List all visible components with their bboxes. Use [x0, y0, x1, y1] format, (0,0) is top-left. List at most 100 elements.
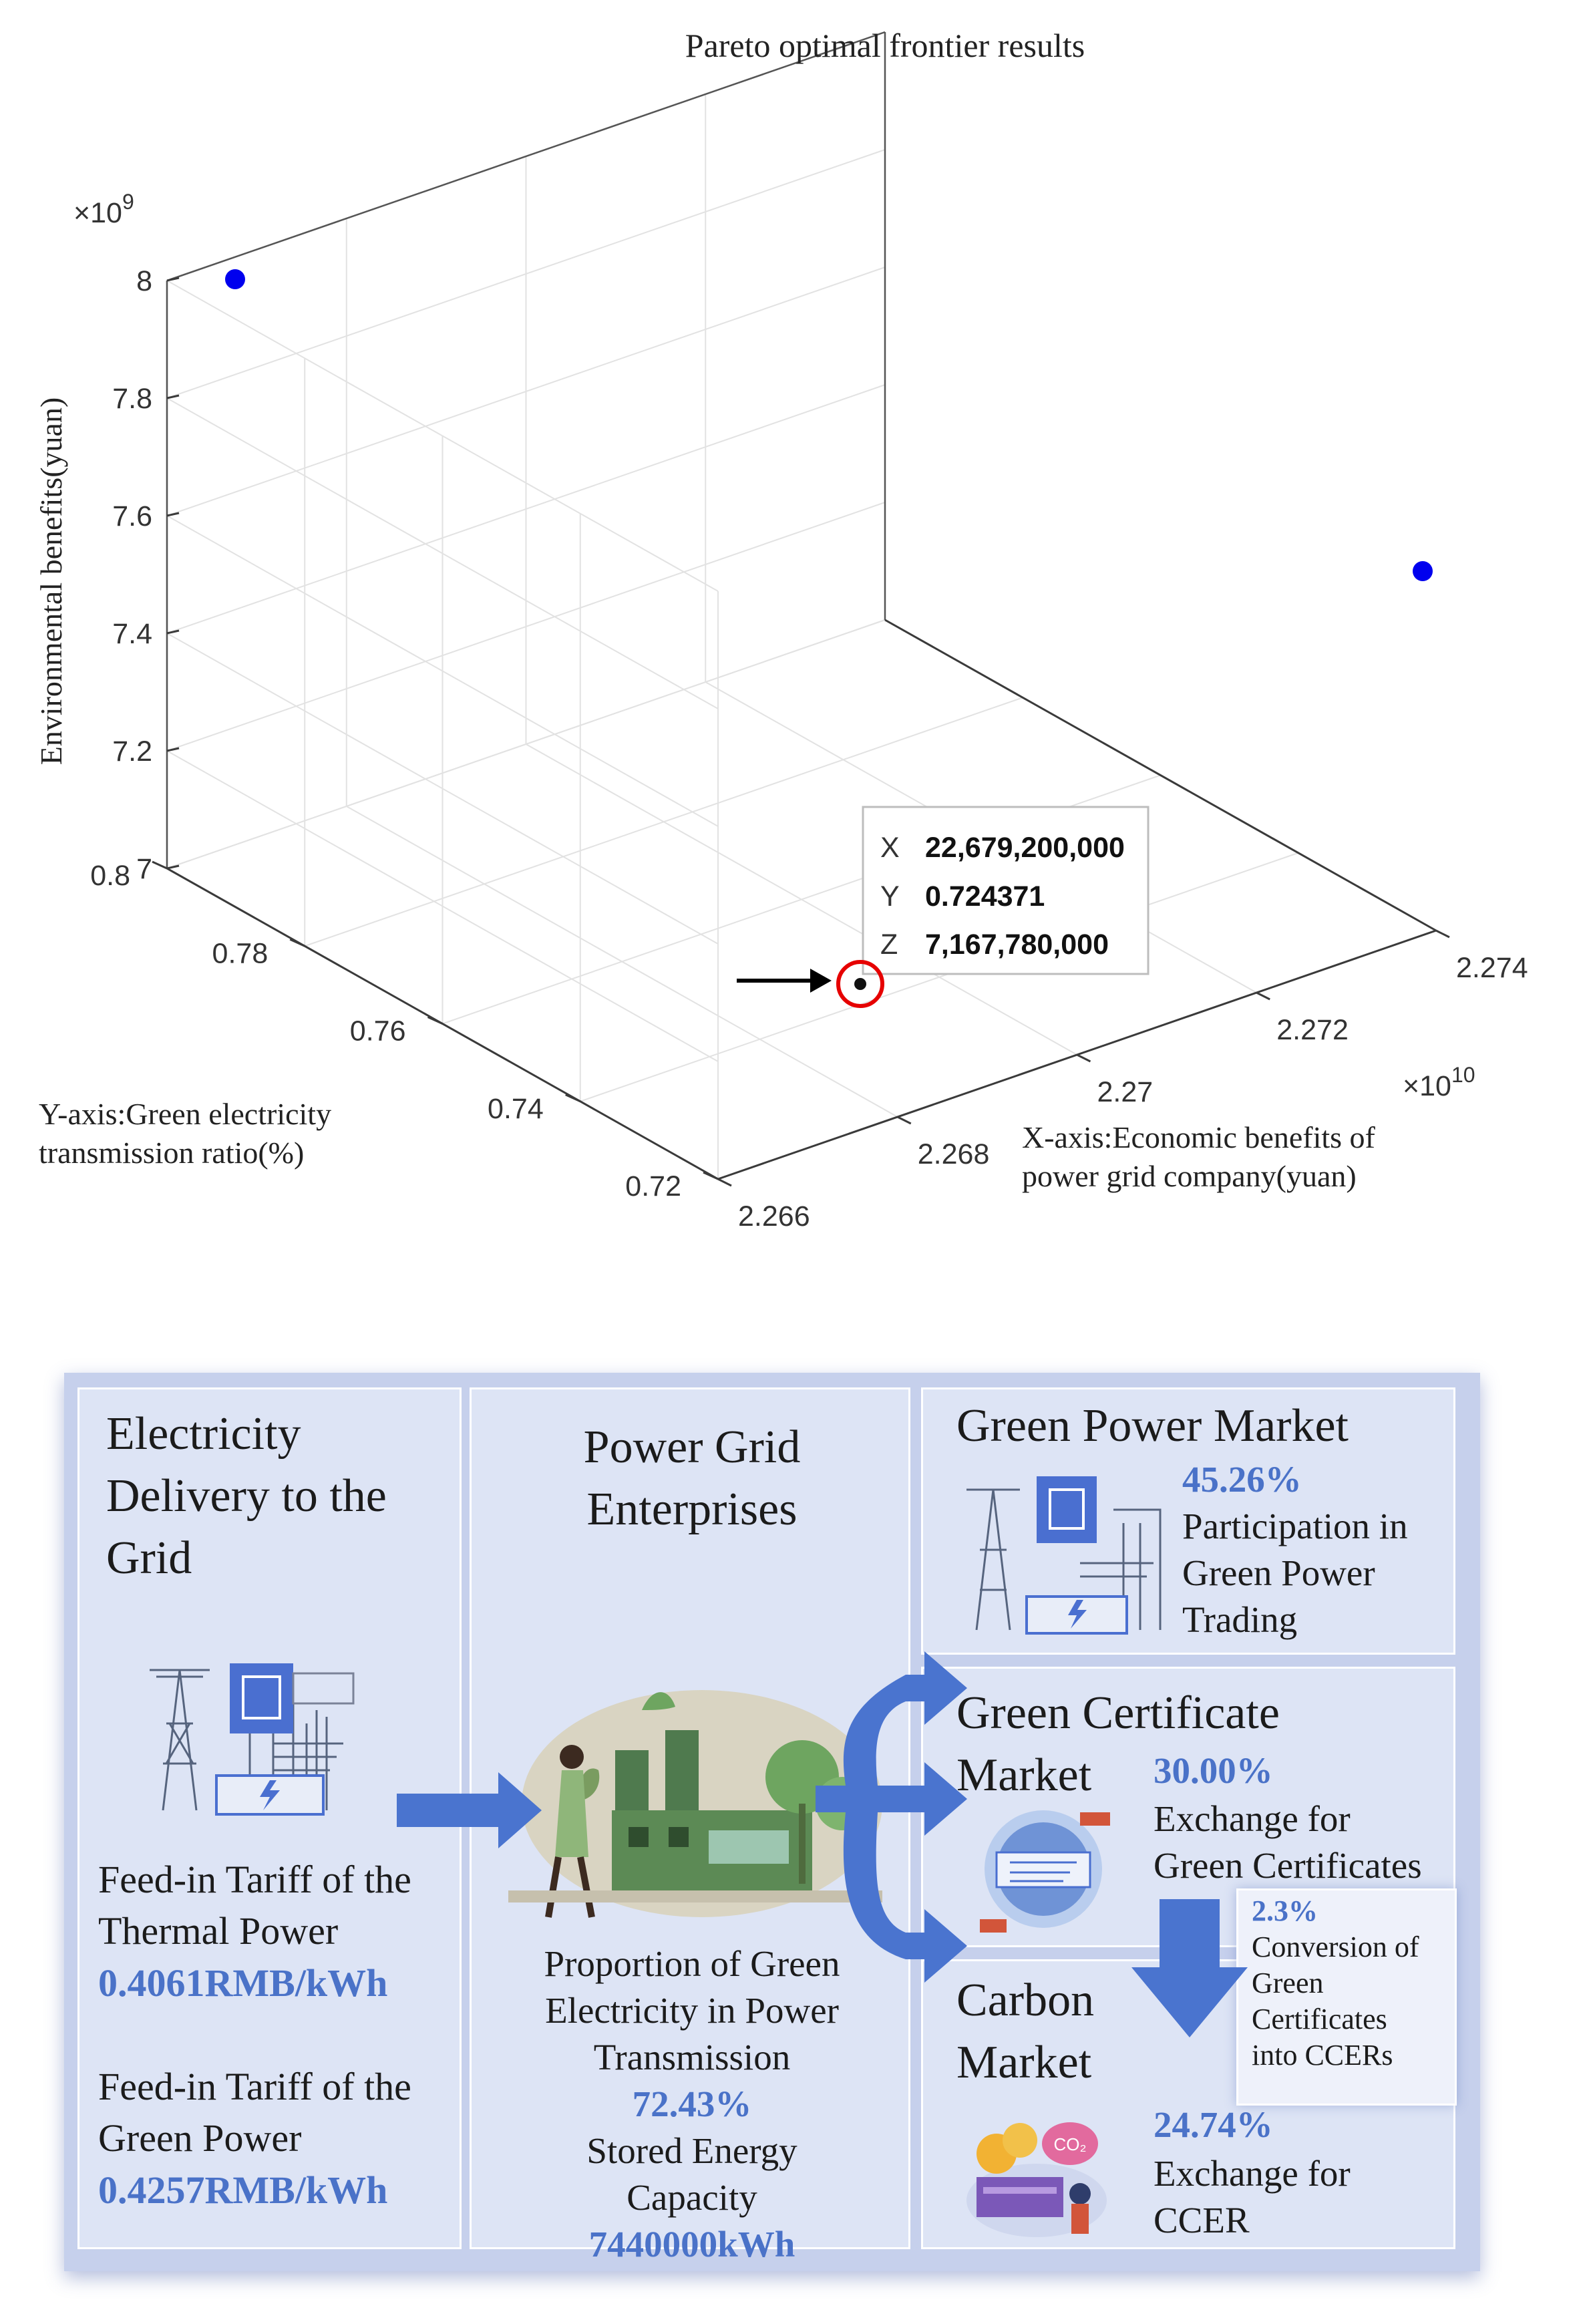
- data-tip: X 22,679,200,000 Y 0.724371 Z 7,167,780,000: [862, 806, 1149, 975]
- z-tick-mark: [166, 747, 180, 752]
- z-tick-mark: [166, 864, 180, 870]
- y-tick-label: 0.8: [90, 860, 130, 892]
- y-tick-label: 0.74: [488, 1093, 544, 1125]
- x-tick-mark: [1256, 991, 1270, 1001]
- z-tick-label: 7.6: [112, 500, 152, 532]
- enterprises-to-markets-bracket: [816, 1651, 967, 1983]
- certificate-to-carbon-arrow: [1131, 1899, 1248, 2037]
- chart-axes: [166, 31, 1437, 1180]
- z-tick-mark: [166, 394, 180, 399]
- y-tick-label: 0.78: [212, 937, 269, 969]
- wall-gridline: [166, 750, 719, 1062]
- x-tick-label: 2.272: [1276, 1014, 1349, 1046]
- coins-icon: CO₂: [963, 2114, 1110, 2240]
- pointer-arrow: [737, 969, 832, 993]
- thermal-label: Feed-in Tariff of the Thermal Power: [98, 1858, 411, 1953]
- x-tick-mark: [1435, 929, 1450, 939]
- chart-grid: [166, 31, 1437, 1180]
- z-tick-label: 7.2: [112, 735, 152, 768]
- green-power-value: 0.4257RMB/kWh: [98, 2168, 388, 2212]
- wall-gridline: [166, 267, 886, 516]
- z-tick-label: 7.4: [112, 618, 152, 650]
- svg-text:Y0.724371: Y 0.724371: [880, 880, 1045, 912]
- chart-title: Pareto optimal frontier results: [685, 27, 1085, 64]
- z-exponent: ×109: [73, 190, 134, 229]
- data-tip-z-value: 7,167,780,000: [925, 929, 1109, 961]
- green-power-market-value: 45.26%: [1182, 1459, 1302, 1500]
- x-tick-label: 2.27: [1097, 1076, 1154, 1108]
- green-certificate-market-desc: Exchange for Green Certificates: [1154, 1798, 1422, 1886]
- floor-gridline: [304, 697, 1023, 947]
- green-certificate-market-value: 30.00%: [1154, 1750, 1273, 1791]
- y-tick-mark: [427, 1016, 444, 1025]
- data-tip-z-key: Z: [880, 929, 898, 961]
- floor-right-edge: [884, 619, 1437, 932]
- proportion-value: 72.43%: [632, 2084, 752, 2124]
- y-tick-mark: [152, 860, 168, 870]
- data-tip-x-key: X: [880, 832, 900, 864]
- x-axis-label: X-axis:Economic benefits of power grid co…: [1022, 1120, 1376, 1193]
- y-tick-mark: [289, 938, 305, 947]
- wall-gridline: [166, 397, 719, 709]
- proportion-label: Proportion of Green Electricity in Power…: [544, 1943, 840, 2078]
- green-power-market-title: Green Power Market: [956, 1400, 1349, 1452]
- wall-gridline: [166, 384, 886, 634]
- conversion-value: 2.3%: [1252, 1894, 1318, 1927]
- y-tick-mark: [703, 1171, 719, 1180]
- market-flow-diagram: Electricity Delivery to the Grid Feed-in: [64, 1373, 1480, 2271]
- y-tick-mark: [565, 1094, 581, 1103]
- svg-text:X22,679,200,000: X 22,679,200,000: [880, 832, 1125, 864]
- svg-text:CO₂: CO₂: [1053, 2134, 1086, 2154]
- wall-gridline: [166, 280, 719, 592]
- carbon-market-title: Carbon Market: [956, 1975, 1095, 2088]
- wall-gridline: [166, 502, 886, 752]
- x-tick-label: 2.274: [1456, 952, 1528, 984]
- x-tick-label: 2.268: [918, 1138, 990, 1170]
- storage-value: 7440000kWh: [588, 2224, 795, 2265]
- top-edge: [166, 31, 886, 282]
- z-tick-mark: [166, 512, 180, 517]
- z-axis-label: Environmental benefits(yuan): [34, 397, 68, 766]
- floor-gridline: [580, 852, 1299, 1102]
- enterprises-title: Power Grid Enterprises: [583, 1422, 801, 1535]
- globe-certificate-icon: [970, 1806, 1123, 1939]
- pareto-chart: 7 7.2 7.4 7.6 7.8 8 0.72 0.74 0.76 0.78 0.8 2.266 2.…: [34, 27, 1528, 1232]
- z-tick-label: 8: [136, 265, 152, 297]
- z-tick-mark: [166, 277, 180, 282]
- green-power-market-desc: Participation in Green Power Trading: [1182, 1506, 1408, 1640]
- z-tick-label: 7.8: [112, 383, 152, 415]
- y-axis-label: Y-axis:Green electricity transmission rat…: [39, 1097, 331, 1170]
- data-tip-y-value: 0.724371: [925, 880, 1045, 912]
- carbon-market-value: 24.74%: [1154, 2104, 1273, 2145]
- x-tick-mark: [717, 1178, 732, 1187]
- z-tick-label: 7: [136, 853, 152, 885]
- green-power-market-box: Green Power Market 45.26% Participation …: [921, 1387, 1455, 1655]
- x-tick-mark: [1076, 1053, 1091, 1063]
- x-tick-mark: [897, 1116, 912, 1125]
- chart-ticks: 7 7.2 7.4 7.6 7.8 8 0.72 0.74 0.76 0.78 0.8 2.266 2.…: [90, 265, 1528, 1232]
- market-plant-icon: [960, 1470, 1174, 1643]
- conversion-note: 2.3% Conversion of Green Certificates in…: [1236, 1888, 1457, 2106]
- delivery-to-enterprises-arrow: [397, 1772, 542, 1848]
- chart-points: [225, 269, 1433, 990]
- highlight-ring: [836, 960, 884, 1008]
- y-tick-label: 0.72: [625, 1170, 681, 1202]
- data-tip-x-value: 22,679,200,000: [925, 832, 1125, 864]
- delivery-title: Electricity Delivery to the Grid: [106, 1408, 387, 1584]
- data-point: [225, 269, 245, 289]
- wall-gridline: [166, 515, 719, 827]
- thermal-value: 0.4061RMB/kWh: [98, 1961, 388, 2005]
- wall-gridline: [166, 633, 719, 945]
- highlighted-data-point: [854, 978, 866, 990]
- storage-label: Stored Energy Capacity: [586, 2130, 798, 2218]
- data-tip-y-key: Y: [880, 880, 900, 912]
- wall-gridline: [166, 619, 886, 869]
- y-tick-label: 0.76: [350, 1015, 406, 1047]
- conversion-desc: Conversion of Green Certificates into CC…: [1252, 1931, 1419, 2071]
- svg-text:Z7,167,780,000: Z 7,167,780,000: [880, 929, 1109, 961]
- x-exponent: ×1010: [1403, 1063, 1475, 1102]
- green-power-label: Feed-in Tariff of the Green Power: [98, 2065, 411, 2160]
- green-certificate-market-title: Green Certificate Market: [956, 1687, 1280, 1801]
- wall-gridline: [166, 149, 886, 399]
- data-point: [1413, 561, 1433, 581]
